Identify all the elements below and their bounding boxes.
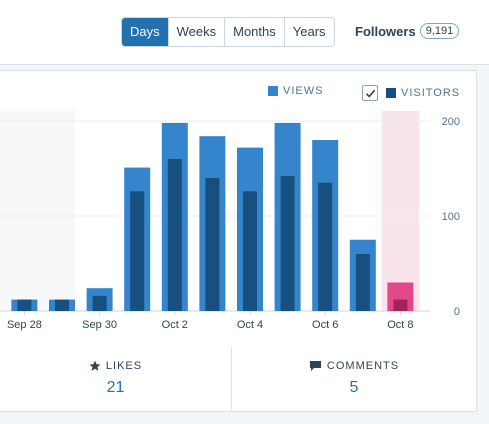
followers-link[interactable]: Followers 9,191 <box>355 23 460 39</box>
visitors-bar <box>280 176 295 311</box>
x-tick-label: Oct 6 <box>312 319 338 331</box>
highlight-band <box>381 111 420 311</box>
comments-label: COMMENTS <box>326 360 400 372</box>
comment-icon <box>309 361 321 371</box>
legend-visitors-label: VISITORS <box>401 87 461 99</box>
legend-views: VIEWS <box>268 85 323 97</box>
y-tick-label: 200 <box>442 116 460 128</box>
tab-days[interactable]: Days <box>122 18 168 46</box>
visitors-bar <box>167 159 182 311</box>
x-tick-label: Oct 8 <box>387 319 413 331</box>
y-tick-label: 100 <box>442 211 460 223</box>
tab-weeks[interactable]: Weeks <box>167 18 225 46</box>
stats-header: Days Weeks Months Years Followers 9,191 <box>0 0 489 65</box>
legend-views-label: VIEWS <box>283 85 324 97</box>
visitors-bar <box>205 178 220 311</box>
star-icon <box>89 360 101 371</box>
x-tick-label: Oct 2 <box>162 319 188 331</box>
x-tick-label: Sep 30 <box>82 319 117 331</box>
weekend-band <box>0 111 76 311</box>
likes-stat[interactable]: LIKES 21 <box>0 347 231 411</box>
visitors-bar <box>243 191 257 311</box>
visitors-bar <box>17 299 32 311</box>
likes-value: 21 <box>106 379 125 396</box>
checkmark-icon <box>365 89 375 98</box>
chart-card: VIEWS VISITORS 200 100 0 Sep 28 Sep 30 Oct 2 O… <box>0 70 477 348</box>
y-tick-label: 0 <box>454 306 460 318</box>
followers-count-badge: 9,191 <box>419 23 460 39</box>
x-tick-label: Oct 4 <box>237 319 263 331</box>
visitors-bar <box>55 299 69 311</box>
likes-label: LIKES <box>105 360 143 372</box>
followers-label: Followers <box>355 23 416 39</box>
visitors-swatch <box>386 88 396 98</box>
x-tick-label: Sep 28 <box>7 319 42 331</box>
visitors-bar <box>130 191 145 311</box>
views-swatch <box>268 86 278 96</box>
visitors-bar <box>393 299 408 311</box>
visitors-bar <box>355 254 370 311</box>
comments-value: 5 <box>349 379 359 396</box>
comments-stat[interactable]: COMMENTS 5 <box>232 347 476 411</box>
visitors-bar <box>92 295 107 311</box>
tab-months[interactable]: Months <box>224 18 284 46</box>
visitors-bar <box>318 182 333 311</box>
period-selector: Days Weeks Months Years <box>121 17 335 47</box>
visitors-checkbox[interactable] <box>362 85 378 101</box>
stat-divider <box>231 347 232 411</box>
bar-chart: 200 100 0 Sep 28 Sep 30 Oct 2 Oct 4 Oct 6 Oct 8 <box>0 111 460 331</box>
tab-years[interactable]: Years <box>283 18 334 46</box>
summary-stats: LIKES 21 COMMENTS 5 <box>0 347 477 412</box>
legend-visitors: VISITORS <box>362 85 460 101</box>
